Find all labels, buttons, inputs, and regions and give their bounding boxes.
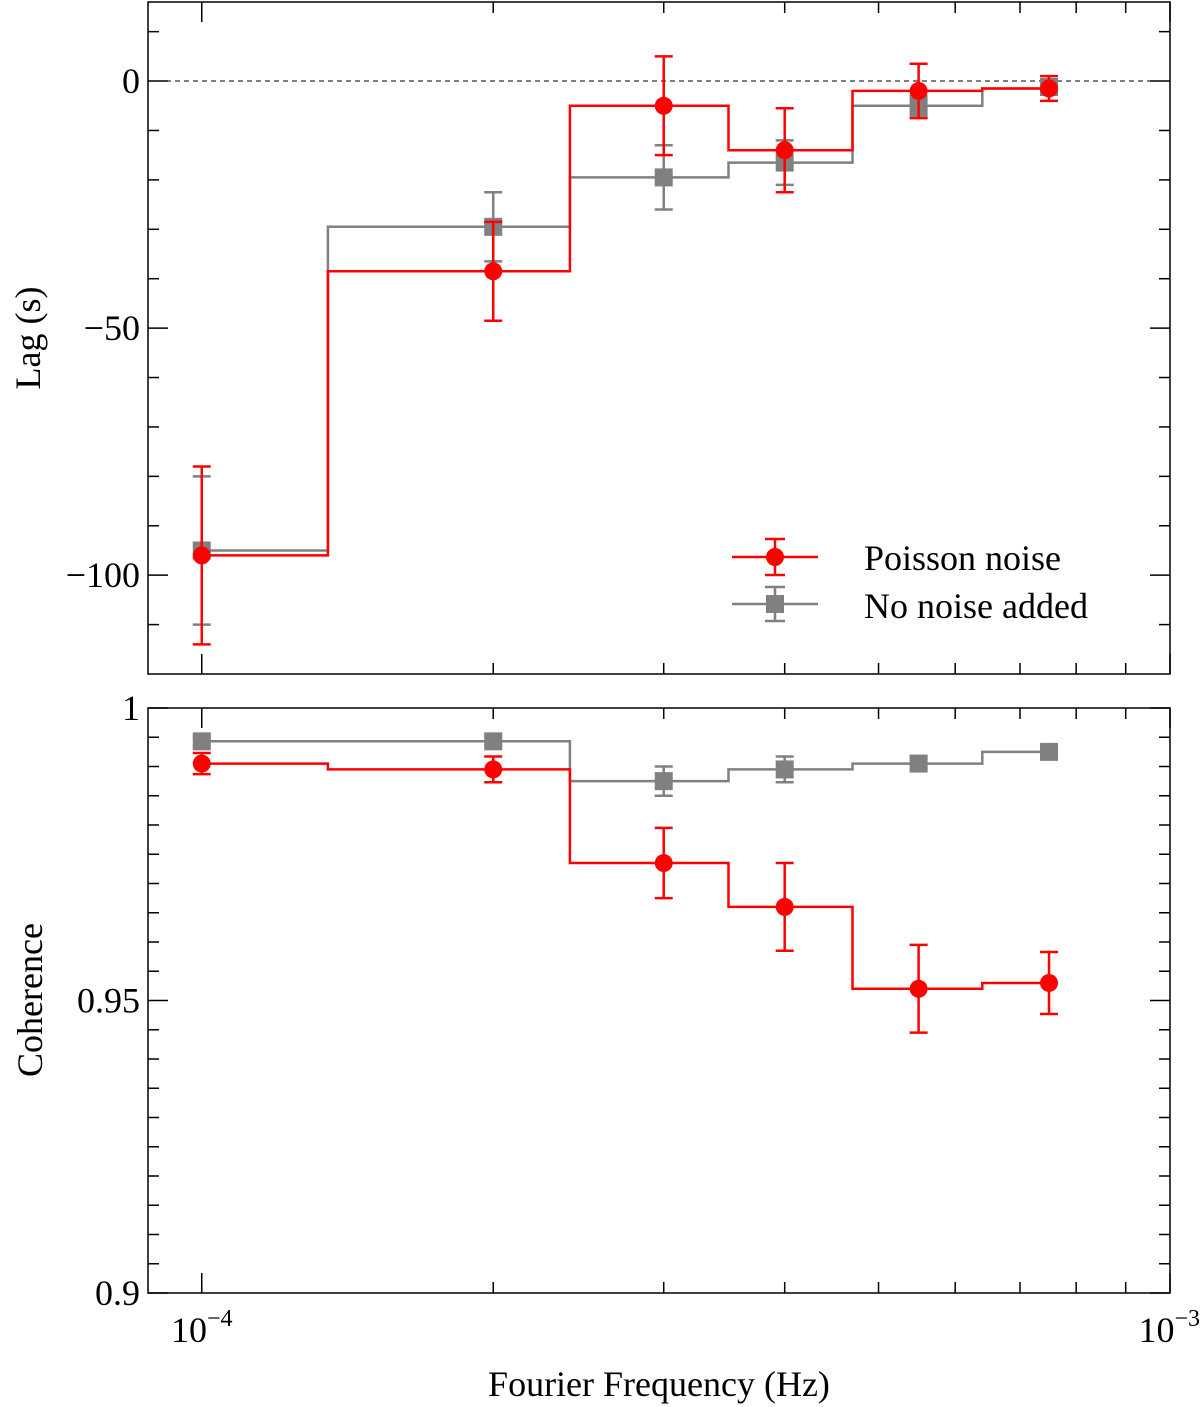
legend-nonoise-marker [766, 595, 784, 613]
bottom-y-tick-label: 0.9 [95, 1273, 140, 1313]
top-point-poisson-noise [192, 546, 211, 565]
top-y-tick-label: −50 [84, 308, 140, 348]
x-axis-label: Fourier Frequency (Hz) [488, 1364, 830, 1404]
bottom-point-no-noise-added [1040, 742, 1059, 761]
top-point-poisson-noise [775, 141, 794, 160]
bottom-point-poisson-noise [909, 979, 928, 998]
x-tick-label: 10−4 [171, 1306, 233, 1350]
bottom-point-poisson-noise [484, 760, 503, 779]
bottom-series-poisson-noise [192, 751, 1059, 1034]
legend-entry-poisson-noise: Poisson noise [732, 537, 1061, 578]
top-point-poisson-noise [1040, 79, 1059, 98]
top-point-poisson-noise [484, 262, 503, 281]
legend-entry-no-noise-added: No noise added [732, 585, 1088, 626]
x-tick-label: 10−3 [1138, 1306, 1200, 1350]
bottom-series [192, 732, 1059, 1034]
legend-poisson-marker [766, 548, 784, 566]
bottom-point-poisson-noise [775, 897, 794, 916]
top-y-tick-labels: 0 −50 −100 [66, 61, 140, 595]
x-tick-labels: 10−4 10−3 [171, 1306, 1200, 1350]
legend-label-poisson-noise: Poisson noise [864, 538, 1061, 578]
bottom-y-tick-label: 1 [122, 688, 140, 728]
top-axis-ticks [148, 2, 1171, 674]
bottom-series-no-noise-added [192, 732, 1059, 797]
top-panel-frame [147, 1, 1171, 675]
top-series-poisson-noise [192, 55, 1059, 646]
top-y-tick-label: 0 [122, 61, 140, 101]
legend-label-no-noise-added: No noise added [864, 586, 1088, 626]
bottom-point-no-noise-added [775, 760, 794, 779]
x-tick-label-exponent: −4 [207, 1306, 233, 1332]
bottom-point-no-noise-added [192, 732, 211, 751]
x-tick-label-base: 10 [171, 1310, 207, 1350]
top-series [192, 55, 1059, 646]
top-point-poisson-noise [654, 96, 673, 115]
top-step-line-poisson-noise [201, 87, 1049, 557]
bottom-panel: 10.950.9 10−4 10−3 Coherence Fourier Freq… [10, 688, 1200, 1404]
x-tick-label-base: 10 [1138, 1310, 1174, 1350]
bottom-step-line-poisson-noise [201, 762, 1049, 991]
top-point-no-noise-added [654, 168, 673, 187]
bottom-point-no-noise-added [909, 754, 928, 773]
bottom-point-poisson-noise [1040, 973, 1059, 992]
bottom-point-poisson-noise [654, 854, 673, 873]
bottom-point-no-noise-added [654, 772, 673, 791]
bottom-point-no-noise-added [484, 732, 503, 751]
top-y-axis-label: Lag (s) [8, 287, 48, 390]
top-point-poisson-noise [909, 81, 928, 100]
top-panel: 0 −50 −100 Lag (s) Poisson noise No noise … [8, 1, 1171, 675]
legend: Poisson noise No noise added [732, 537, 1088, 626]
bottom-y-axis-label: Coherence [10, 923, 50, 1077]
bottom-y-tick-label: 0.95 [77, 981, 140, 1021]
bottom-y-tick-labels: 1 0.95 0.9 [77, 688, 140, 1313]
top-y-tick-label: −100 [66, 555, 140, 595]
bottom-point-poisson-noise [192, 754, 211, 773]
x-tick-label-exponent: −3 [1174, 1306, 1200, 1332]
bottom-axis-ticks [148, 707, 1171, 1294]
